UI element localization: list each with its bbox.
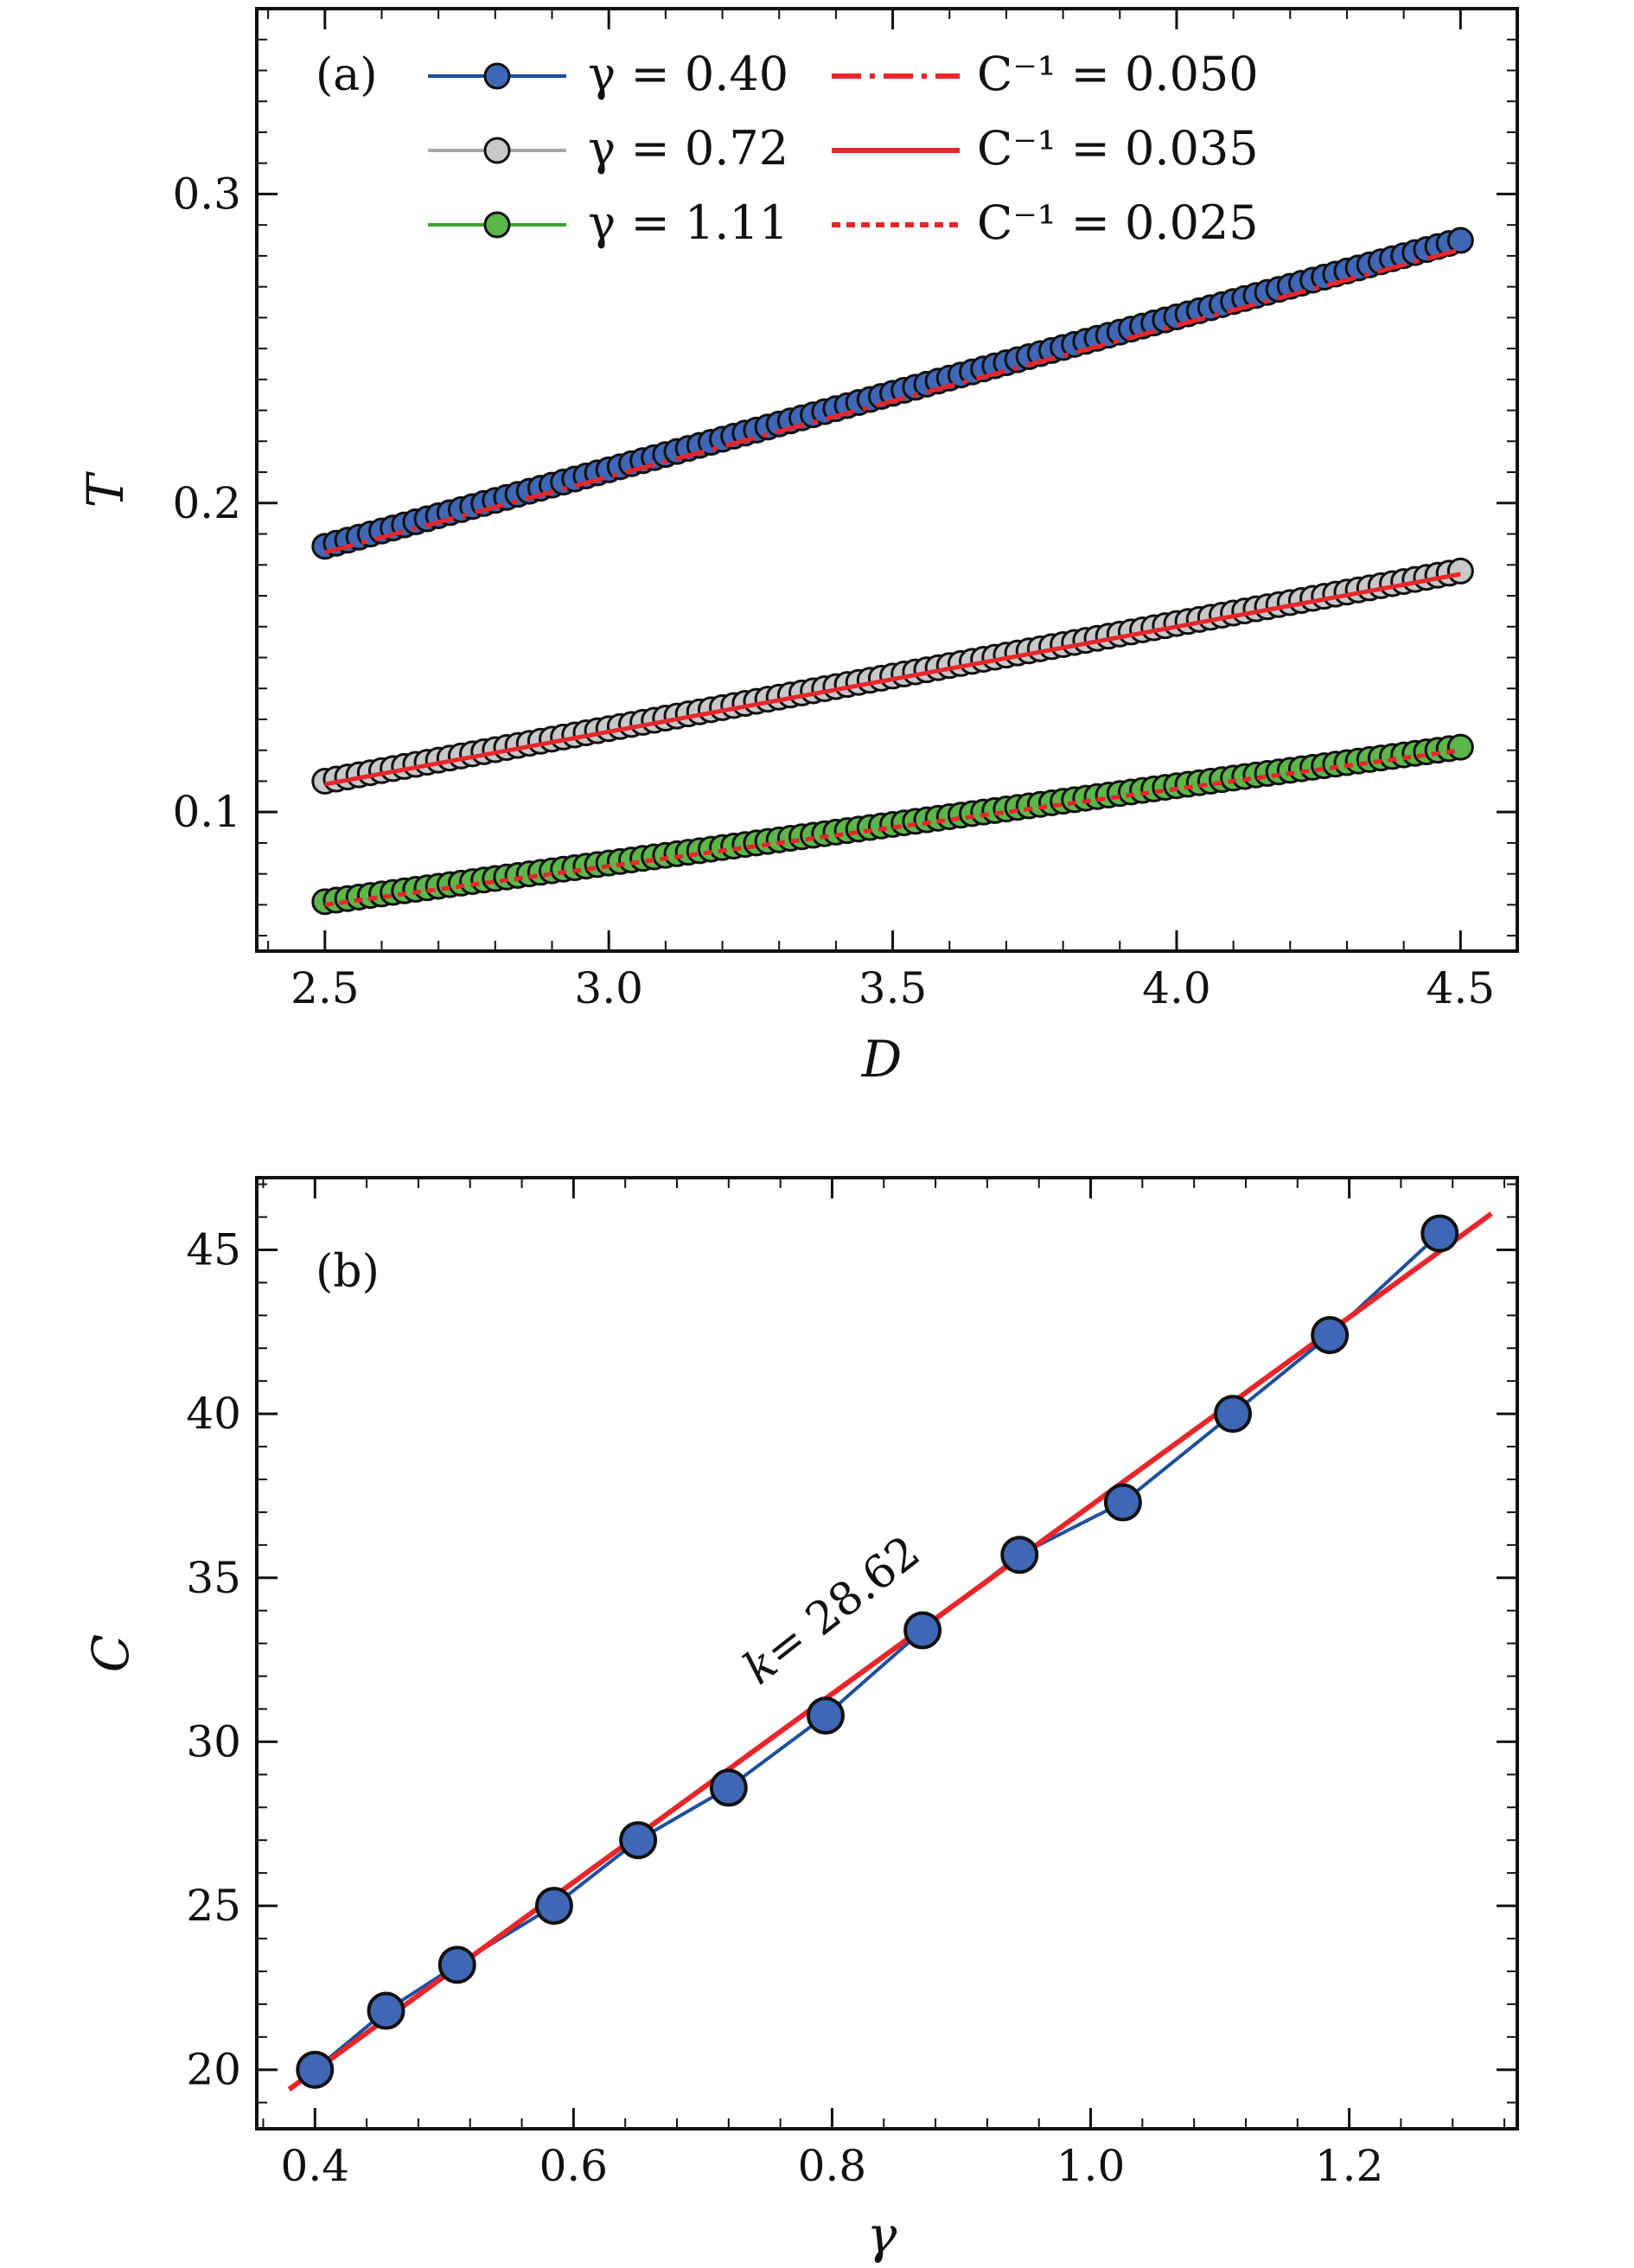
x-tick-label-a: 4.0: [1142, 963, 1211, 1013]
x-tick-label-b: 1.2: [1315, 2141, 1384, 2191]
legend-entry-cinv-0035: C⁻¹ = 0.035: [977, 121, 1259, 176]
y-axis-label-a: T: [76, 470, 135, 508]
legend-entry-cinv-0050: C⁻¹ = 0.050: [977, 47, 1259, 101]
y-tick-label-b: 45: [186, 1224, 241, 1275]
panel-label-a: (a): [316, 49, 378, 101]
plot-area-a: [311, 227, 1474, 916]
legend-handle-marker-0: [483, 62, 511, 90]
legend-handle-marker-1: [483, 137, 511, 164]
ticks-a: 2.5 3.0 3.5 4.0 4.5 0.1 0.2 0.3: [172, 8, 1518, 1013]
legend-entry-gamma-072: γ = 0.72: [588, 121, 788, 176]
data-point-b: [806, 1696, 845, 1735]
x-tick-label-b: 0.6: [539, 2141, 609, 2191]
y-tick-label-b: 35: [186, 1553, 241, 1603]
data-point-b: [709, 1768, 748, 1807]
legend-entry-gamma-111: γ = 1.11: [588, 195, 788, 250]
y-axis-label-b: C: [81, 1634, 140, 1672]
y-tick-label-b: 40: [186, 1389, 241, 1439]
x-tick-label-b: 0.8: [798, 2141, 867, 2191]
data-point-a-0: [1446, 227, 1474, 254]
panel-b: 0.4 0.6 0.8 1.0 1.2 20 25 30 35 40 45 (b) k= 28.62…: [81, 1176, 1519, 2265]
data-point-b: [903, 1611, 942, 1650]
fit-line-b: [287, 1211, 1493, 2092]
x-tick-label-a: 3.5: [858, 963, 928, 1013]
legend-handles-a: [428, 62, 960, 239]
legend-handle-marker-2: [483, 211, 511, 239]
data-point-b: [534, 1887, 573, 1926]
data-point-b: [1420, 1214, 1459, 1253]
data-point-a-2: [1446, 733, 1474, 761]
x-tick-label-a: 2.5: [290, 963, 360, 1013]
data-line-b: [314, 1232, 1441, 2072]
ticks-b: 0.4 0.6 0.8 1.0 1.2 20 25 30 35 40 45: [186, 1178, 1517, 2191]
data-point-a-1: [1446, 557, 1474, 585]
x-axis-label-a: D: [861, 1030, 903, 1089]
y-tick-label-b: 20: [186, 2045, 241, 2095]
data-point-b: [437, 1945, 476, 1984]
axes-frame-a: [255, 7, 1519, 953]
y-tick-label-b: 30: [186, 1716, 241, 1766]
data-point-b: [367, 1991, 405, 2030]
fit-line-a-0: [324, 247, 1461, 555]
axes-frame-b: [255, 1176, 1519, 2131]
data-point-b: [1103, 1483, 1142, 1522]
panel-label-b: (b): [316, 1246, 380, 1298]
data-point-b: [619, 1821, 658, 1860]
legend-entry-cinv-0025: C⁻¹ = 0.025: [977, 195, 1259, 250]
legend-a: γ = 0.40 γ = 0.72 γ = 1.11 C⁻¹ = 0.050 C…: [428, 47, 1259, 250]
x-tick-label-b: 0.4: [281, 2141, 350, 2191]
legend-entry-gamma-040: γ = 0.40: [588, 47, 788, 101]
fit-line-a-1: [324, 572, 1461, 787]
y-tick-label-a: 0.3: [172, 169, 241, 219]
data-point-b: [1311, 1316, 1350, 1355]
x-axis-label-b: γ: [867, 2206, 897, 2265]
y-tick-label-a: 0.2: [172, 478, 241, 528]
slope-annotation: k= 28.62: [734, 1526, 929, 1695]
data-point-b: [296, 2050, 335, 2089]
x-tick-label-a: 4.5: [1427, 963, 1496, 1013]
data-point-b: [1214, 1395, 1253, 1434]
plot-area-b: [287, 1211, 1493, 2092]
y-tick-label-b: 25: [186, 1881, 241, 1931]
y-tick-label-a: 0.1: [172, 787, 241, 837]
data-point-b: [1000, 1536, 1039, 1575]
panel-a: 2.5 3.0 3.5 4.0 4.5 0.1 0.2 0.3 (a) γ = 0.40 γ …: [76, 7, 1519, 1089]
x-tick-label-a: 3.0: [574, 963, 643, 1013]
x-tick-label-b: 1.0: [1056, 2141, 1126, 2191]
